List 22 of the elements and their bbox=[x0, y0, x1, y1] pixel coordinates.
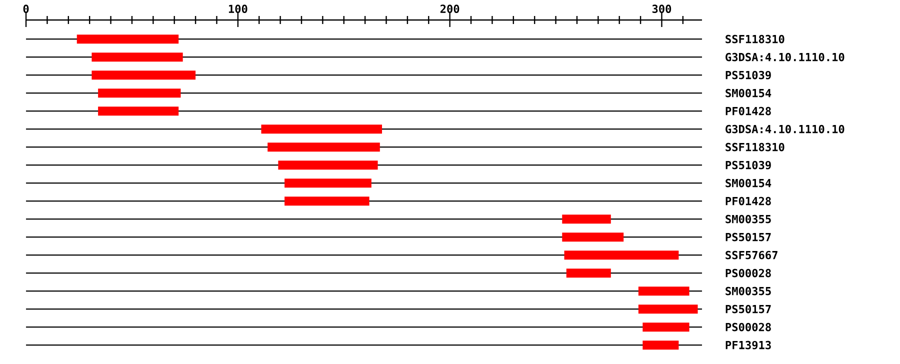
y-tick-label: SM00154 bbox=[726, 178, 772, 188]
y-tick-label: SSF57667 bbox=[726, 250, 778, 260]
x-tick-label: 300 bbox=[652, 4, 672, 14]
y-tick-label: PS50157 bbox=[726, 232, 771, 242]
y-tick-label: PS00028 bbox=[726, 268, 771, 278]
y-tick-label: PS00028 bbox=[726, 322, 771, 332]
y-tick-label: SSF118310 bbox=[726, 34, 784, 44]
y-tick-label: PS50157 bbox=[726, 304, 771, 314]
x-tick-label: 0 bbox=[23, 4, 29, 14]
y-tick-label: PS51039 bbox=[726, 160, 771, 170]
y-tick-label: PF01428 bbox=[726, 196, 771, 206]
y-tick-label: G3DSA:4.10.1110.10 bbox=[726, 124, 844, 134]
x-tick-label: 100 bbox=[228, 4, 248, 14]
y-tick-label: PF13913 bbox=[726, 340, 771, 350]
y-tick-label: SM00355 bbox=[726, 286, 771, 296]
y-tick-label: PF01428 bbox=[726, 106, 771, 116]
y-tick-label: SM00154 bbox=[726, 88, 772, 98]
y-tick-label: PS51039 bbox=[726, 70, 771, 80]
y-tick-label: SM00355 bbox=[726, 214, 771, 224]
x-tick-label: 200 bbox=[440, 4, 460, 14]
y-tick-label: G3DSA:4.10.1110.10 bbox=[726, 52, 844, 62]
y-tick-label: SSF118310 bbox=[726, 142, 784, 152]
